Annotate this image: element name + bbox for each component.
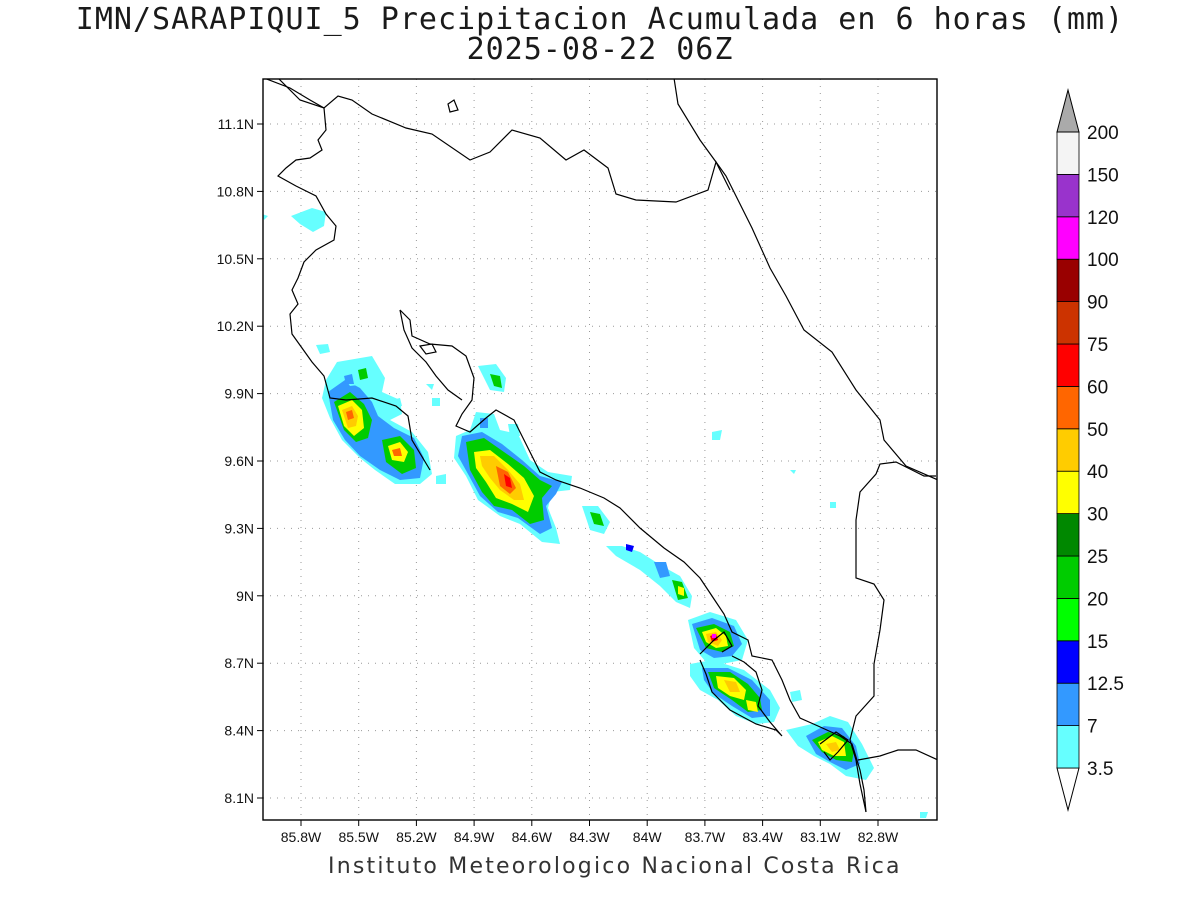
colorbar-swatch bbox=[1056, 513, 1080, 557]
colorbar-label: 120 bbox=[1087, 208, 1119, 229]
lat-tick-label: 10.8N bbox=[217, 183, 254, 199]
colorbar-label: 15 bbox=[1087, 632, 1108, 653]
panama-border bbox=[849, 461, 936, 813]
nicaragua-pacific-coast bbox=[264, 79, 431, 471]
caribbean-coast bbox=[673, 79, 937, 481]
rain-cluster-central-pacific bbox=[454, 364, 572, 544]
rain-cluster-nicoya bbox=[316, 344, 446, 484]
colorbar-swatch bbox=[1056, 640, 1080, 684]
colorbar-label: 50 bbox=[1087, 420, 1108, 441]
colorbar-swatch bbox=[1056, 343, 1080, 387]
lon-tick-label: 85.2W bbox=[396, 829, 437, 845]
colorbar-swatch bbox=[1056, 470, 1080, 515]
colorbar-swatch bbox=[1056, 301, 1080, 345]
colorbar-swatch bbox=[1056, 173, 1080, 218]
colorbar-label: 25 bbox=[1087, 547, 1108, 568]
colorbar-label: 3.5 bbox=[1087, 759, 1113, 780]
chart-title: IMN/SARAPIQUI_5 Precipitacion Acumulada … bbox=[75, 2, 1125, 37]
lat-tick-label: 11.1N bbox=[218, 116, 254, 132]
colorbar-swatch bbox=[1056, 555, 1080, 599]
colorbar-swatch bbox=[1056, 131, 1080, 175]
lat-tick-label: 10.5N bbox=[217, 251, 254, 267]
footer-credit: Instituto Meteorologico Nacional Costa R… bbox=[328, 854, 902, 879]
colorbar-label: 100 bbox=[1087, 250, 1119, 271]
rain-cell-edge bbox=[263, 214, 268, 220]
lon-tick-label: 84.6W bbox=[512, 829, 553, 845]
lon-tick-label: 84.9W bbox=[454, 829, 495, 845]
lon-tick-label: 83.1W bbox=[800, 829, 841, 845]
precipitation-field bbox=[263, 208, 928, 818]
colorbar-label: 7 bbox=[1087, 717, 1098, 738]
lat-tick-label: 9N bbox=[236, 588, 254, 604]
lat-tick-label: 9.3N bbox=[224, 520, 254, 536]
colorbar-label: 150 bbox=[1087, 165, 1119, 186]
lat-tick-label: 8.4N bbox=[224, 723, 254, 739]
rain-cluster-south-pacific bbox=[582, 506, 692, 608]
lake-nicaragua-islet bbox=[447, 99, 459, 113]
colorbar-label: 12.5 bbox=[1087, 674, 1124, 695]
lat-tick-label: 8.1N bbox=[224, 790, 254, 806]
longitude-axis: 85.8W 85.5W 85.2W 84.9W 84.6W 84.3W 84W 83.7W 83… bbox=[281, 820, 899, 845]
lon-tick-label: 84.3W bbox=[569, 829, 610, 845]
lat-tick-label: 9.6N bbox=[224, 453, 254, 469]
colorbar-swatch bbox=[1056, 216, 1080, 260]
latitude-axis: 11.1N 10.8N 10.5N 10.2N 9.9N 9.6N 9.3N 9N 8.7N 8.… bbox=[217, 116, 263, 806]
colorbar: 3.5 7 12.5 15 20 25 30 40 50 60 75 90 100 120 150 200 bbox=[1056, 88, 1124, 812]
colorbar-label: 20 bbox=[1087, 589, 1108, 610]
colorbar-swatch bbox=[1056, 598, 1080, 642]
colorbar-label: 30 bbox=[1087, 505, 1108, 526]
colorbar-label: 200 bbox=[1087, 123, 1119, 144]
island-islet bbox=[418, 343, 437, 355]
rain-cell-northwest bbox=[291, 208, 326, 232]
colorbar-label: 75 bbox=[1087, 335, 1108, 356]
border-fragment bbox=[699, 631, 733, 655]
lon-tick-label: 82.8W bbox=[858, 829, 899, 845]
colorbar-swatch bbox=[1056, 428, 1080, 472]
colorbar-label: 40 bbox=[1087, 462, 1108, 483]
chart-subtitle-date: 2025-08-22 06Z bbox=[466, 32, 734, 67]
lat-tick-label: 8.7N bbox=[224, 655, 254, 671]
colorbar-upper-arrow bbox=[1056, 88, 1080, 133]
nicoya-inner-coast bbox=[399, 309, 463, 401]
colorbar-swatch bbox=[1056, 385, 1080, 430]
colorbar-label: 60 bbox=[1087, 377, 1108, 398]
osa-coast bbox=[699, 655, 783, 737]
colorbar-swatch bbox=[1056, 725, 1080, 769]
coastlines bbox=[264, 79, 937, 813]
lon-tick-label: 83.7W bbox=[685, 829, 726, 845]
lon-tick-label: 84W bbox=[633, 829, 663, 845]
colorbar-lower-arrow bbox=[1056, 767, 1080, 812]
colorbar-swatch bbox=[1056, 258, 1080, 303]
lat-tick-label: 9.9N bbox=[224, 386, 254, 402]
panama-coast bbox=[857, 749, 937, 761]
lat-tick-label: 10.2N bbox=[217, 318, 254, 334]
nicaragua-border bbox=[278, 79, 731, 203]
colorbar-label: 90 bbox=[1087, 293, 1108, 314]
map-frame bbox=[262, 78, 938, 821]
burica-peninsula bbox=[819, 731, 849, 761]
lon-tick-label: 85.5W bbox=[338, 829, 379, 845]
lon-tick-label: 85.8W bbox=[281, 829, 322, 845]
gulf-of-nicoya-coast bbox=[399, 309, 867, 813]
lon-tick-label: 83.4W bbox=[742, 829, 783, 845]
colorbar-swatch bbox=[1056, 682, 1080, 727]
